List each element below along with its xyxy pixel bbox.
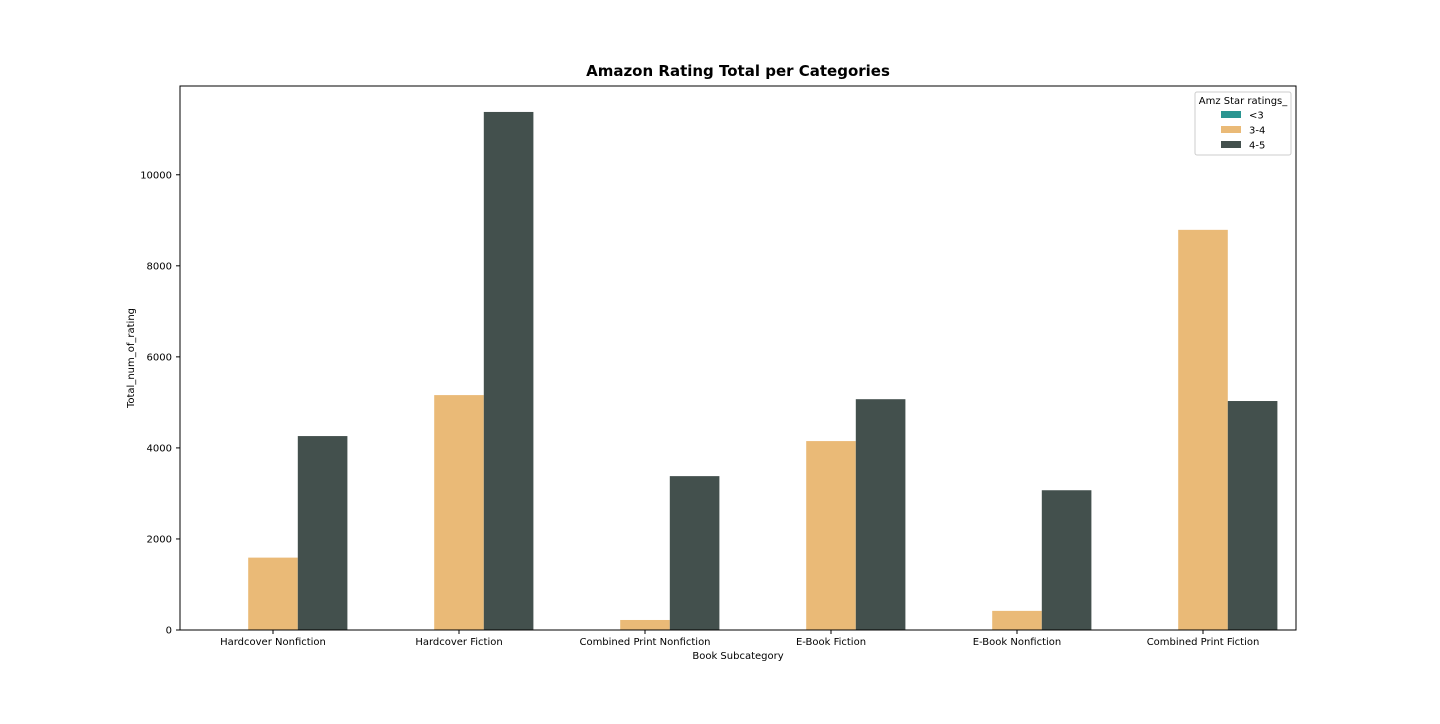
bars-layer — [248, 111, 1278, 630]
x-tick-label: Combined Print Fiction — [1147, 637, 1260, 648]
x-tick-label: Combined Print Nonfiction — [579, 637, 710, 648]
legend-swatch — [1221, 111, 1241, 118]
x-tick-label: E-Book Fiction — [796, 637, 866, 648]
bar-3-4 — [855, 399, 906, 630]
x-axis: Hardcover Nonfiction Hardcover Fiction Com… — [220, 630, 1259, 648]
legend-items: <3 3-4 4-5 — [1221, 111, 1265, 152]
bar-3-2 — [483, 111, 534, 630]
bar-2-5 — [992, 610, 1042, 630]
x-tick-label: Hardcover Nonfiction — [220, 637, 326, 648]
bar-3-3 — [669, 476, 720, 630]
chart-title: Amazon Rating Total per Categories — [586, 62, 890, 80]
legend-box — [1194, 91, 1292, 156]
legend-title: Amz Star ratings_ — [1199, 96, 1289, 107]
x-axis-label: Book Subcategory — [692, 651, 783, 662]
y-tick-label: 4000 — [147, 443, 172, 454]
y-tick-label: 2000 — [147, 534, 172, 545]
legend-label: 3-4 — [1249, 126, 1265, 137]
y-tick-label: 0 — [166, 626, 172, 637]
legend-label: <3 — [1249, 111, 1264, 122]
bar-2-2 — [434, 395, 484, 630]
legend-swatch — [1221, 141, 1241, 148]
legend: Amz Star ratings_ <3 3-4 4-5 — [1194, 91, 1292, 156]
legend-swatch — [1221, 126, 1241, 133]
y-axis: 0 2000 4000 6000 8000 10000 — [140, 170, 180, 637]
bar-3-6 — [1227, 401, 1278, 630]
bar-3-5 — [1041, 490, 1092, 630]
bar-2-4 — [806, 441, 856, 630]
bar-3-1 — [297, 436, 348, 630]
bar-2-3 — [620, 619, 670, 630]
bar-2-1 — [248, 557, 298, 630]
legend-label: 4-5 — [1249, 141, 1265, 152]
x-tick-label: Hardcover Fiction — [415, 637, 502, 648]
y-tick-label: 10000 — [140, 170, 172, 181]
y-tick-label: 8000 — [147, 261, 172, 272]
plot-frame — [179, 85, 1297, 631]
y-tick-label: 6000 — [147, 352, 172, 363]
y-axis-label: Total_num_of_rating — [126, 308, 137, 409]
x-tick-label: E-Book Nonfiction — [973, 637, 1062, 648]
bar-2-6 — [1178, 229, 1228, 630]
